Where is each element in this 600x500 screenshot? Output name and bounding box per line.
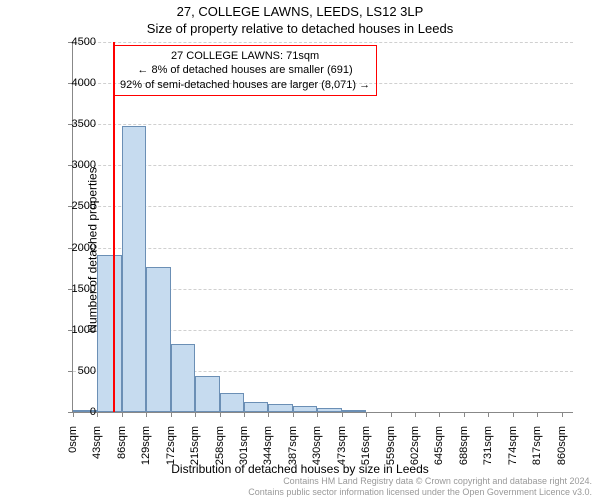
xtick-label: 430sqm	[311, 426, 323, 466]
ytick-label: 4500	[36, 36, 96, 48]
xtick-label: 387sqm	[287, 426, 299, 466]
xtick-label: 602sqm	[409, 426, 421, 466]
xtick-mark	[513, 412, 514, 417]
xtick-mark	[122, 412, 123, 417]
histogram-bar	[293, 406, 317, 412]
xtick-mark	[342, 412, 343, 417]
ytick-label: 0	[36, 406, 96, 418]
xtick-mark	[268, 412, 269, 417]
ytick-label: 1500	[36, 283, 96, 295]
footer-attribution: Contains HM Land Registry data © Crown c…	[8, 476, 592, 498]
footer-line-2: Contains public sector information licen…	[248, 487, 592, 497]
histogram-bar	[317, 408, 341, 412]
histogram-bar	[220, 393, 244, 412]
annotation-line: 27 COLLEGE LAWNS: 71sqm	[120, 49, 370, 63]
ytick-label: 3000	[36, 159, 96, 171]
annotation-line: ← 8% of detached houses are smaller (691…	[120, 63, 370, 77]
chart-title-main: 27, COLLEGE LAWNS, LEEDS, LS12 3LP	[0, 4, 600, 19]
xtick-mark	[146, 412, 147, 417]
gridline	[73, 124, 573, 125]
xtick-mark	[488, 412, 489, 417]
xtick-label: 731sqm	[482, 426, 494, 466]
xtick-mark	[366, 412, 367, 417]
property-marker-line	[113, 42, 115, 412]
xtick-label: 473sqm	[336, 426, 348, 466]
xtick-mark	[562, 412, 563, 417]
chart-container: 27, COLLEGE LAWNS, LEEDS, LS12 3LP Size …	[0, 0, 600, 500]
gridline	[73, 42, 573, 43]
annotation-box: 27 COLLEGE LAWNS: 71sqm← 8% of detached …	[113, 45, 377, 96]
ytick-label: 3500	[36, 118, 96, 130]
histogram-bar	[171, 344, 195, 412]
xtick-mark	[317, 412, 318, 417]
histogram-bar	[342, 410, 366, 412]
xtick-mark	[97, 412, 98, 417]
xtick-mark	[244, 412, 245, 417]
footer-line-1: Contains HM Land Registry data © Crown c…	[283, 476, 592, 486]
xtick-label: 172sqm	[165, 426, 177, 466]
xtick-mark	[537, 412, 538, 417]
ytick-label: 2000	[36, 242, 96, 254]
xtick-label: 817sqm	[531, 426, 543, 466]
histogram-bar	[146, 267, 170, 412]
xtick-mark	[220, 412, 221, 417]
histogram-bar	[268, 404, 292, 412]
xtick-label: 258sqm	[214, 426, 226, 466]
ytick-label: 2500	[36, 200, 96, 212]
annotation-line: 92% of semi-detached houses are larger (…	[120, 78, 370, 92]
xtick-mark	[464, 412, 465, 417]
gridline	[73, 248, 573, 249]
xtick-mark	[171, 412, 172, 417]
xtick-label: 645sqm	[433, 426, 445, 466]
plot-area: 0sqm43sqm86sqm129sqm172sqm215sqm258sqm30…	[72, 42, 573, 413]
gridline	[73, 206, 573, 207]
xtick-mark	[415, 412, 416, 417]
ytick-label: 4000	[36, 77, 96, 89]
xtick-label: 688sqm	[458, 426, 470, 466]
xtick-mark	[439, 412, 440, 417]
ytick-label: 1000	[36, 324, 96, 336]
histogram-bar	[244, 402, 268, 412]
xtick-label: 129sqm	[140, 426, 152, 466]
histogram-bar	[97, 255, 121, 412]
histogram-bar	[195, 376, 219, 412]
xtick-label: 301sqm	[238, 426, 250, 466]
xtick-mark	[391, 412, 392, 417]
xtick-label: 43sqm	[91, 426, 103, 466]
xtick-label: 860sqm	[556, 426, 568, 466]
xtick-mark	[195, 412, 196, 417]
gridline	[73, 165, 573, 166]
ytick-label: 500	[36, 365, 96, 377]
xtick-label: 344sqm	[262, 426, 274, 466]
x-axis-label: Distribution of detached houses by size …	[0, 462, 600, 476]
xtick-label: 86sqm	[116, 426, 128, 466]
xtick-label: 0sqm	[67, 426, 79, 466]
histogram-bar	[122, 126, 146, 412]
xtick-label: 516sqm	[360, 426, 372, 466]
xtick-label: 774sqm	[507, 426, 519, 466]
xtick-label: 215sqm	[189, 426, 201, 466]
xtick-mark	[293, 412, 294, 417]
xtick-label: 559sqm	[385, 426, 397, 466]
chart-title-sub: Size of property relative to detached ho…	[0, 21, 600, 36]
